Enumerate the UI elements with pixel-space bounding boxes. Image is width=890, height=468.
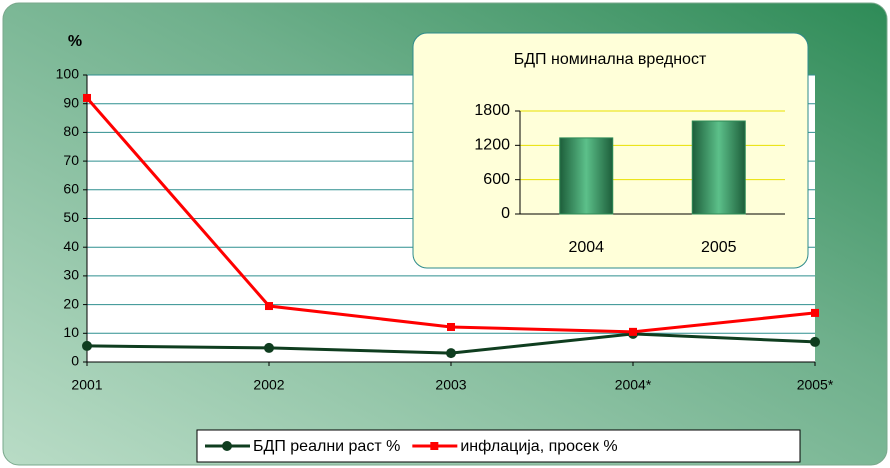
- y-tick-label: 50: [63, 209, 79, 225]
- y-tick-label: 40: [63, 238, 79, 254]
- y-tick-label: 70: [63, 152, 79, 168]
- y-tick-label: 0: [71, 353, 79, 369]
- series-marker: [629, 327, 637, 336]
- y-tick-label: 0: [501, 205, 510, 222]
- series-marker: [447, 322, 455, 331]
- series-marker: [446, 348, 456, 359]
- series-marker: [82, 340, 92, 351]
- y-tick-label: 20: [63, 295, 79, 311]
- legend-label: инфлација, просек %: [460, 438, 617, 455]
- y-tick-label: 30: [63, 267, 79, 283]
- series-marker: [265, 302, 273, 311]
- y-tick-label: 10: [63, 324, 79, 340]
- legend-marker: [430, 442, 439, 450]
- y-tick-label: 1800: [474, 102, 510, 119]
- y-tick-label: 90: [63, 94, 79, 110]
- legend-marker: [222, 441, 232, 451]
- series-marker: [811, 308, 819, 317]
- x-tick-label: 2001: [71, 377, 102, 393]
- inset-title: БДП номинална вредност: [514, 51, 707, 68]
- y-axis-label: %: [68, 33, 82, 50]
- y-tick-label: 100: [56, 66, 80, 82]
- y-tick-label: 80: [63, 123, 79, 139]
- legend-label: БДП реални раст %: [253, 438, 400, 455]
- y-tick-label: 1200: [474, 137, 510, 154]
- x-tick-label: 2003: [435, 377, 466, 393]
- y-tick-label: 600: [483, 171, 510, 188]
- y-tick-label: 60: [63, 181, 79, 197]
- bar: [559, 137, 614, 215]
- x-tick-label: 2002: [253, 377, 284, 393]
- legend: [196, 429, 801, 463]
- series-marker: [810, 336, 820, 347]
- series-marker: [264, 342, 274, 353]
- x-tick-label: 2005: [701, 239, 737, 256]
- x-tick-label: 2004*: [615, 377, 652, 393]
- x-tick-label: 2005*: [797, 377, 834, 393]
- x-tick-label: 2004: [568, 239, 604, 256]
- series-marker: [83, 93, 91, 102]
- bar: [691, 120, 746, 215]
